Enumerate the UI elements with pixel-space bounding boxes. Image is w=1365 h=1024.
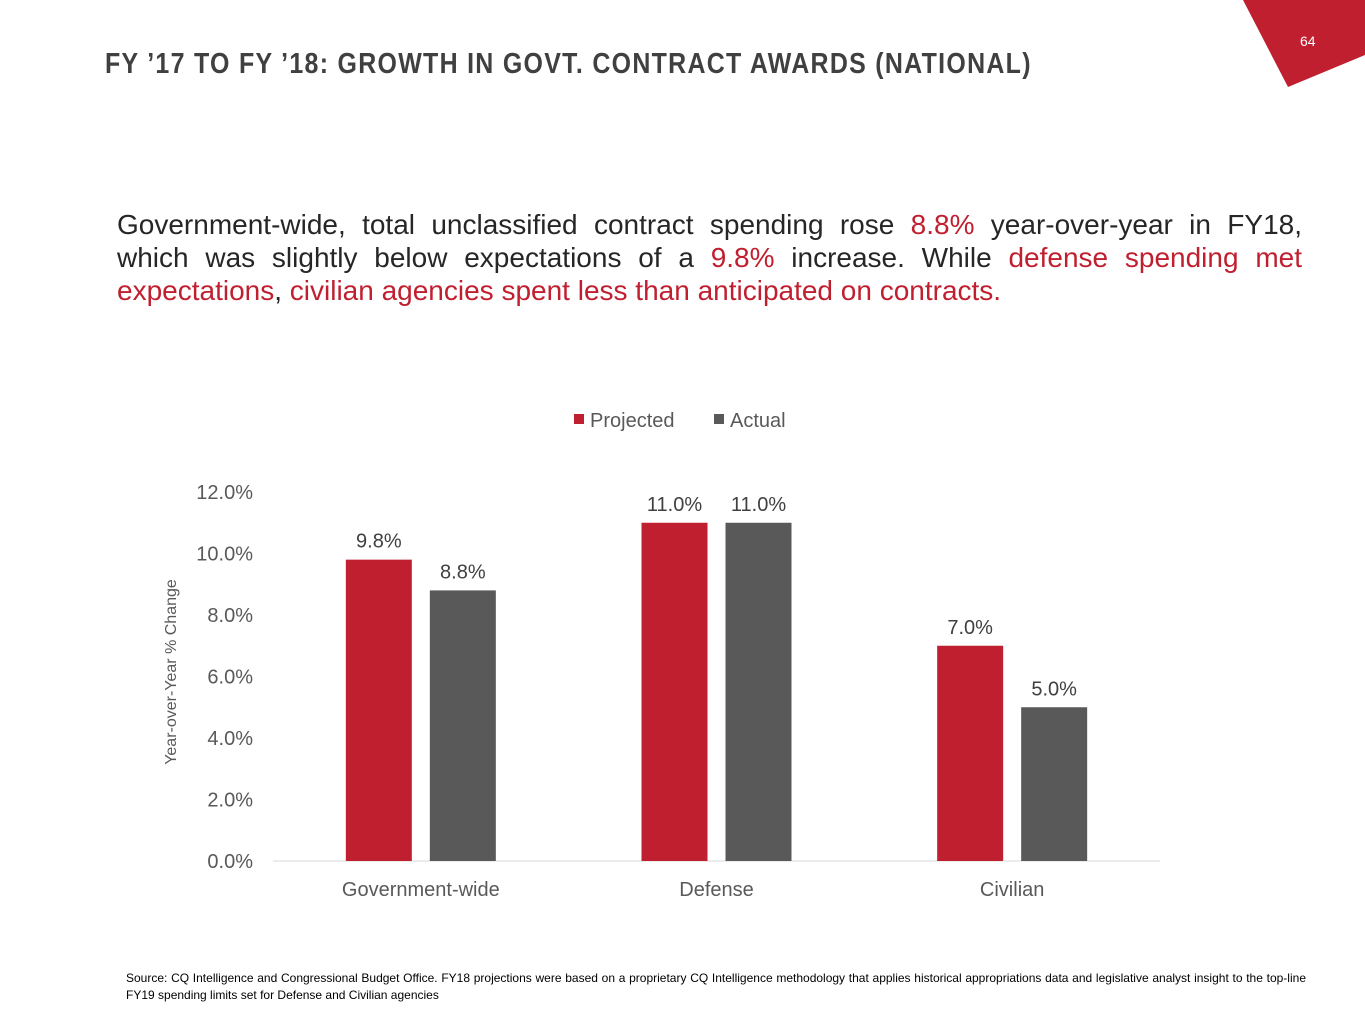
y-tick-label: 12.0% [196, 482, 253, 504]
data-label: 9.8% [356, 531, 402, 553]
data-label: 11.0% [647, 494, 702, 516]
y-tick-label: 6.0% [207, 667, 253, 689]
highlight: civilian agencies spent less than antici… [289, 275, 1002, 306]
data-label: 5.0% [1031, 678, 1077, 700]
legend-label: Projected [590, 410, 675, 432]
x-tick-label: Defense [679, 879, 754, 901]
data-label: 7.0% [947, 617, 993, 639]
corner-decoration [1243, 0, 1365, 87]
text: year-over-year in FY18, which was slight… [117, 209, 1303, 273]
data-label: 8.8% [440, 561, 486, 583]
bar-projected [641, 522, 708, 861]
y-tick-label: 8.0% [207, 605, 253, 627]
bar-projected [345, 559, 412, 861]
legend-label: Actual [730, 410, 786, 432]
legend-swatch-actual [714, 414, 724, 424]
page-title: FY ’17 TO FY ’18: GROWTH IN GOVT. CONTRA… [105, 48, 1032, 80]
highlight: 9.8% [710, 242, 775, 273]
text: , [274, 275, 290, 306]
bar-projected [937, 645, 1004, 861]
text: Government-wide, total unclassified cont… [117, 209, 911, 240]
y-tick-label: 4.0% [207, 728, 253, 750]
data-label: 11.0% [731, 494, 786, 516]
y-tick-label: 0.0% [207, 851, 253, 873]
y-tick-label: 2.0% [207, 790, 253, 812]
highlight: 8.8% [910, 209, 975, 240]
summary-paragraph: Government-wide, total unclassified cont… [117, 208, 1302, 307]
source-note: Source: CQ Intelligence and Congressiona… [126, 971, 1306, 1002]
x-tick-label: Government-wide [342, 879, 500, 901]
bar-actual [725, 522, 792, 861]
bar-actual [1021, 707, 1088, 861]
bar-chart: 0.0% 2.0% 4.0% 6.0% 8.0% 10.0% 12.0% Year-over-… [163, 410, 1160, 901]
text: increase. While [774, 242, 1009, 273]
y-tick-label: 10.0% [196, 544, 253, 566]
page-number: 64 [1300, 33, 1316, 49]
legend-swatch-projected [574, 414, 584, 424]
y-axis-title: Year-over-Year % Change [163, 579, 180, 765]
highlight: defense spending met expectations [117, 242, 1302, 306]
x-tick-label: Civilian [980, 879, 1044, 901]
bar-actual [429, 590, 496, 861]
